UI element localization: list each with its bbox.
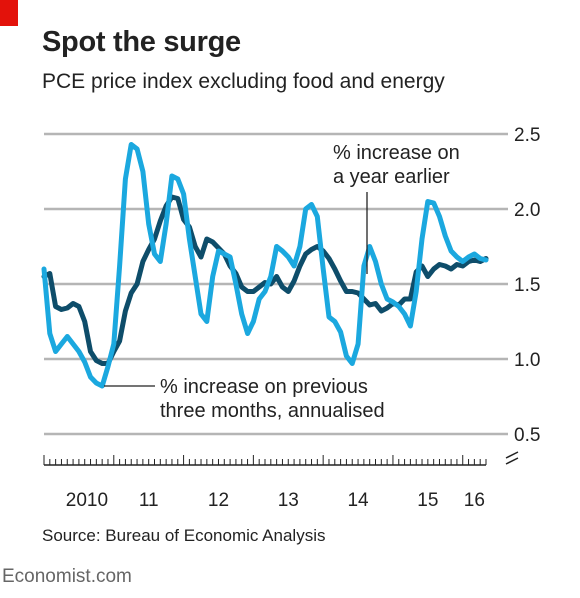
y-tick-label: 1.5 <box>514 275 540 296</box>
yoy-series-line <box>41 194 489 366</box>
source-note: Source: Bureau of Economic Analysis <box>42 526 326 545</box>
three-month-series-line <box>41 142 489 389</box>
brand-watermark: Economist.com <box>2 566 132 587</box>
line-chart: 0.5 1.0 1.5 2.0 2.5 2010 11 12 13 14 15 16 % incre… <box>41 125 540 511</box>
series-lines <box>41 142 489 389</box>
brand-red-tag <box>0 0 18 26</box>
x-tick-label: 15 <box>417 490 438 511</box>
x-tick-label: 2010 <box>66 490 108 511</box>
chart-title: Spot the surge <box>42 26 241 58</box>
x-axis <box>43 451 519 466</box>
x-axis-tick-labels: 2010 11 12 13 14 15 16 <box>66 490 485 511</box>
y-tick-label: 2.5 <box>514 125 540 146</box>
yoy-annotation-line2: a year earlier <box>333 166 450 188</box>
three-month-annotation-line1: % increase on previous <box>160 376 368 398</box>
y-tick-label: 1.0 <box>514 350 540 371</box>
y-tick-label: 2.0 <box>514 200 540 221</box>
three-month-annotation-line2: three months, annualised <box>160 400 385 422</box>
axis-break-mark <box>505 451 519 465</box>
chart-subtitle: PCE price index excluding food and energ… <box>42 70 445 93</box>
y-tick-label: 0.5 <box>514 425 540 446</box>
x-tick-label: 11 <box>139 490 159 511</box>
gridlines <box>44 132 508 436</box>
annotations: % increase on a year earlier % increase … <box>104 142 460 422</box>
y-axis-tick-labels: 0.5 1.0 1.5 2.0 2.5 <box>514 125 540 446</box>
x-tick-label: 13 <box>278 490 299 511</box>
x-tick-label: 12 <box>208 490 229 511</box>
x-tick-label: 14 <box>347 490 369 511</box>
x-tick-label: 16 <box>464 490 485 511</box>
yoy-annotation-line1: % increase on <box>333 142 460 164</box>
